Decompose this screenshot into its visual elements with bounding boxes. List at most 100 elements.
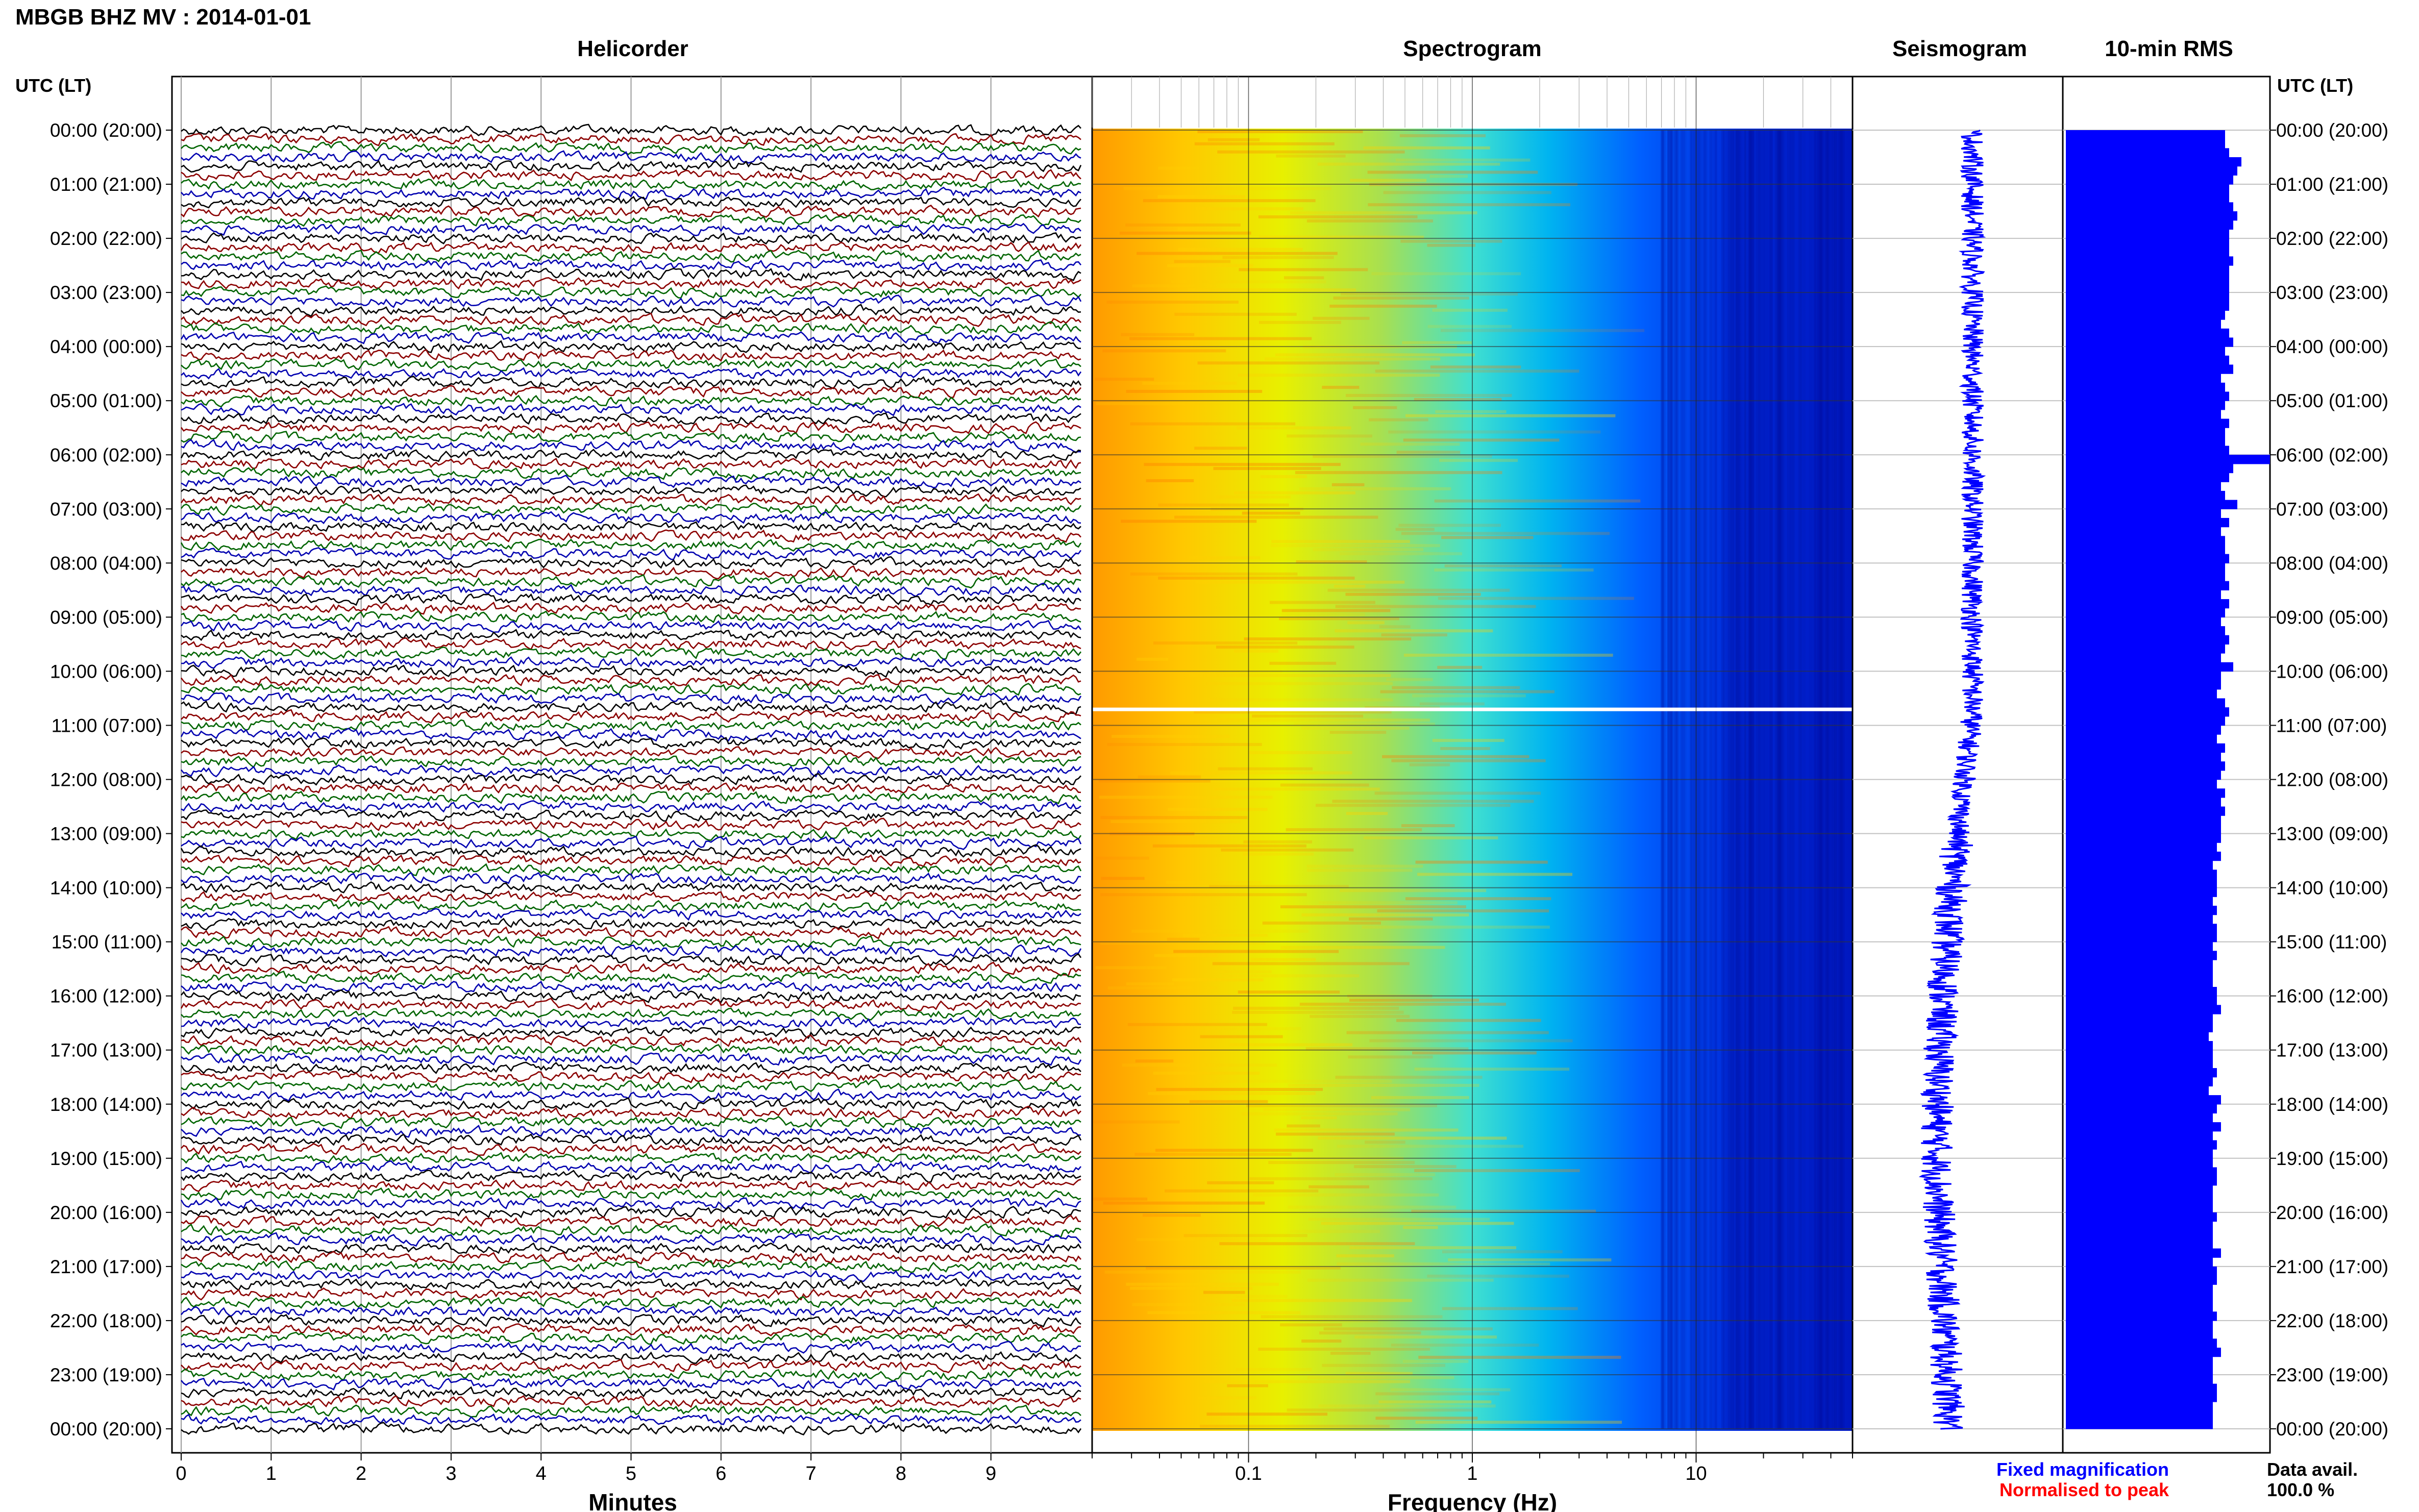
rms-bar xyxy=(2066,1131,2213,1141)
hour-label: 13:00 (09:00) xyxy=(50,824,162,845)
helicorder-trace xyxy=(181,908,1081,922)
spectrogram-streak xyxy=(1301,1116,1337,1120)
helicorder-trace xyxy=(181,1079,1082,1093)
helicorder-trace xyxy=(181,1358,1081,1374)
spectrogram-streak xyxy=(1127,1023,1267,1026)
helicorder-trace xyxy=(180,331,1081,344)
spectrogram-streak xyxy=(1217,150,1405,154)
spectrogram-streak xyxy=(1327,588,1510,592)
spectrogram-streak xyxy=(1153,1072,1260,1075)
spectrogram-streak xyxy=(1154,954,1218,957)
rms-bar xyxy=(2066,680,2221,690)
rms-bar xyxy=(2066,725,2221,735)
rms-bar xyxy=(2066,544,2225,555)
helicorder-trace xyxy=(180,538,1082,552)
spectrogram-streak xyxy=(1261,1315,1443,1319)
spectrogram-streak xyxy=(1104,1270,1301,1274)
spectrogram-streak xyxy=(1301,1340,1342,1343)
helicorder-trace xyxy=(180,989,1081,1003)
rms-bar xyxy=(2066,1401,2213,1411)
spectrogram-streak xyxy=(1130,1286,1253,1290)
frequency-tick-label: 1 xyxy=(1467,1463,1477,1484)
minute-tick-label: 5 xyxy=(626,1463,636,1484)
spectrogram-streak xyxy=(1400,239,1502,243)
spectrogram-streak xyxy=(1362,925,1550,929)
helicorder-frame xyxy=(171,76,1093,1454)
spectrogram-streak xyxy=(1378,1400,1492,1404)
helicorder-trace xyxy=(181,484,1081,498)
spectrogram-streak xyxy=(1434,499,1641,503)
spectrogram-streak xyxy=(1233,1006,1399,1010)
rms-bar xyxy=(2066,1311,2217,1321)
rms-bar xyxy=(2066,247,2229,257)
hour-label: 23:00 (19:00) xyxy=(50,1365,162,1385)
rms-bar xyxy=(2066,1104,2217,1114)
rms-bar xyxy=(2066,698,2225,708)
spectrogram-streak xyxy=(1279,617,1399,621)
helicorder-trace xyxy=(181,637,1081,651)
minute-tick-label: 4 xyxy=(536,1463,547,1484)
spectrogram-streak xyxy=(1419,702,1485,706)
hour-label: 10:00 (06:00) xyxy=(2276,661,2388,682)
spectrogram-streak xyxy=(1438,597,1635,600)
hour-label: 21:00 (17:00) xyxy=(2276,1256,2388,1277)
spectrogram-streak xyxy=(1158,503,1289,507)
spectrogram-streak xyxy=(1415,860,1548,864)
helicorder-trace xyxy=(181,1313,1081,1328)
rms-bar xyxy=(2066,166,2237,176)
helicorder-trace xyxy=(181,1341,1081,1355)
spectrogram-streak xyxy=(1168,808,1268,811)
rms-bar xyxy=(2066,374,2221,383)
spectrogram-streak xyxy=(1295,471,1502,475)
spectrogram-streak xyxy=(1305,1047,1469,1051)
spectrogram-streak xyxy=(1323,1327,1493,1331)
rms-bar xyxy=(2066,1185,2213,1195)
rms-bar xyxy=(2066,337,2233,347)
spectrogram-streak xyxy=(1231,1299,1412,1302)
helicorder-trace xyxy=(181,1116,1081,1129)
helicorder-trace xyxy=(181,1386,1081,1400)
hour-label: 06:00 (02:00) xyxy=(2276,444,2388,465)
spectrogram-streak xyxy=(1258,215,1418,219)
spectrogram-streak xyxy=(1195,580,1405,584)
spectrogram-streak xyxy=(1165,1189,1319,1193)
helicorder-trace xyxy=(181,367,1082,380)
minute-tick-label: 7 xyxy=(806,1463,817,1484)
rms-bar xyxy=(2066,1329,2213,1339)
spectrogram-streak xyxy=(1242,511,1300,515)
spectrogram-streak xyxy=(1337,1262,1550,1266)
spectrogram-streak xyxy=(1396,451,1461,454)
rms-bar xyxy=(2066,1149,2213,1159)
helicorder-trace xyxy=(180,1061,1081,1075)
helicorder-trace xyxy=(181,431,1081,443)
rms-bar xyxy=(2066,986,2217,997)
rms-bar xyxy=(2066,626,2225,636)
left-time-axis-label: UTC (LT) xyxy=(15,75,91,96)
helicorder-trace xyxy=(181,1034,1082,1048)
helicorder-trace xyxy=(181,817,1081,831)
spectrogram-streak xyxy=(1166,881,1262,884)
hour-label: 20:00 (16:00) xyxy=(2276,1202,2388,1223)
spectrogram-streak xyxy=(1280,783,1369,787)
spectrogram-streak xyxy=(1281,609,1391,612)
spectrogram-streak xyxy=(1322,1364,1445,1367)
helicorder-trace xyxy=(181,782,1081,794)
rms-bar xyxy=(2066,905,2217,915)
minute-tick-label: 8 xyxy=(896,1463,906,1484)
spectrogram-streak xyxy=(1102,349,1226,353)
spectrogram-streak xyxy=(1134,1153,1292,1156)
helicorder-trace xyxy=(180,421,1081,434)
rms-bar xyxy=(2066,788,2225,798)
legend-normalised-to-peak: Normalised to peak xyxy=(2000,1479,2169,1500)
spectrogram-streak xyxy=(1099,796,1273,799)
spectrogram-streak xyxy=(1170,771,1352,775)
page-title: MBGB BHZ MV : 2014-01-01 xyxy=(15,5,311,30)
helicorder-trace xyxy=(181,1413,1081,1425)
hour-label: 03:00 (23:00) xyxy=(50,282,162,303)
helicorder-trace xyxy=(181,664,1081,678)
spectrogram-streak xyxy=(1198,1396,1256,1400)
hour-label: 02:00 (22:00) xyxy=(50,228,162,249)
helicorder-trace xyxy=(181,186,1081,201)
spectrogram-streak xyxy=(1167,937,1200,941)
spectrogram-streak xyxy=(1415,1421,1622,1424)
